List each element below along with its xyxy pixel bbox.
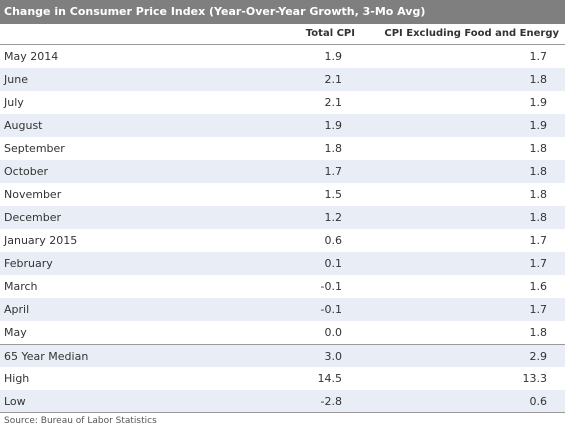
row-label: Low [4, 395, 26, 408]
core-cpi-value: 1.8 [529, 73, 548, 86]
core-cpi-value: 1.9 [529, 96, 548, 109]
column-header-core-cpi: CPI Excluding Food and Energy [384, 28, 559, 39]
table-row: February 0.1 1.7 [0, 252, 565, 275]
core-cpi-value: 1.9 [529, 119, 548, 132]
row-label: September [4, 142, 65, 155]
table-row: October 1.7 1.8 [0, 160, 565, 183]
source-note: Source: Bureau of Labor Statistics [4, 416, 157, 426]
column-header-total-cpi: Total CPI [305, 28, 355, 39]
total-cpi-value: -2.8 [320, 395, 342, 408]
row-label: May [4, 326, 27, 339]
total-cpi-value: -0.1 [320, 303, 342, 316]
core-cpi-value: 13.3 [522, 372, 548, 385]
total-cpi-value: 1.5 [324, 188, 343, 201]
row-label: July [4, 96, 24, 109]
table-header: Total CPI CPI Excluding Food and Energy [0, 24, 565, 45]
row-label: January 2015 [4, 234, 78, 247]
table-row: January 2015 0.6 1.7 [0, 229, 565, 252]
summary-row: Low -2.8 0.6 [0, 390, 565, 413]
table-row: March -0.1 1.6 [0, 275, 565, 298]
table-row: December 1.2 1.8 [0, 206, 565, 229]
core-cpi-value: 1.8 [529, 165, 548, 178]
total-cpi-value: 1.2 [324, 211, 343, 224]
core-cpi-value: 1.8 [529, 142, 548, 155]
total-cpi-value: 1.8 [324, 142, 343, 155]
core-cpi-value: 1.8 [529, 211, 548, 224]
row-label: 65 Year Median [4, 350, 89, 363]
row-label: February [4, 257, 53, 270]
row-label: June [4, 73, 28, 86]
core-cpi-value: 1.7 [529, 303, 548, 316]
bottom-divider [0, 412, 565, 413]
row-label: October [4, 165, 49, 178]
total-cpi-value: 2.1 [324, 73, 343, 86]
summary-row: 65 Year Median 3.0 2.9 [0, 344, 565, 367]
table-row: June 2.1 1.8 [0, 68, 565, 91]
table-row: April -0.1 1.7 [0, 298, 565, 321]
total-cpi-value: 2.1 [324, 96, 343, 109]
total-cpi-value: 0.6 [324, 234, 343, 247]
table-row: September 1.8 1.8 [0, 137, 565, 160]
total-cpi-value: -0.1 [320, 280, 342, 293]
table-row: August 1.9 1.9 [0, 114, 565, 137]
row-label: April [4, 303, 30, 316]
core-cpi-value: 1.8 [529, 188, 548, 201]
total-cpi-value: 0.0 [324, 326, 343, 339]
row-label: December [4, 211, 62, 224]
total-cpi-value: 1.9 [324, 119, 343, 132]
row-label: August [4, 119, 43, 132]
core-cpi-value: 1.7 [529, 234, 548, 247]
row-label: March [4, 280, 38, 293]
core-cpi-value: 0.6 [529, 395, 548, 408]
table-row: May 2014 1.9 1.7 [0, 45, 565, 68]
table-title: Change in Consumer Price Index (Year-Ove… [0, 0, 565, 24]
row-label: May 2014 [4, 50, 59, 63]
total-cpi-value: 1.9 [324, 50, 343, 63]
summary-row: High 14.5 13.3 [0, 367, 565, 390]
row-label: November [4, 188, 62, 201]
table-row: July 2.1 1.9 [0, 91, 565, 114]
total-cpi-value: 14.5 [317, 372, 343, 385]
core-cpi-value: 2.9 [529, 350, 548, 363]
core-cpi-value: 1.7 [529, 50, 548, 63]
table-row: May 0.0 1.8 [0, 321, 565, 344]
total-cpi-value: 3.0 [324, 350, 343, 363]
total-cpi-value: 1.7 [324, 165, 343, 178]
core-cpi-value: 1.7 [529, 257, 548, 270]
core-cpi-value: 1.6 [529, 280, 548, 293]
core-cpi-value: 1.8 [529, 326, 548, 339]
table-row: November 1.5 1.8 [0, 183, 565, 206]
table-body: May 2014 1.9 1.7 June 2.1 1.8 July 2.1 1.9 August… [0, 45, 565, 413]
total-cpi-value: 0.1 [324, 257, 343, 270]
row-label: High [4, 372, 30, 385]
